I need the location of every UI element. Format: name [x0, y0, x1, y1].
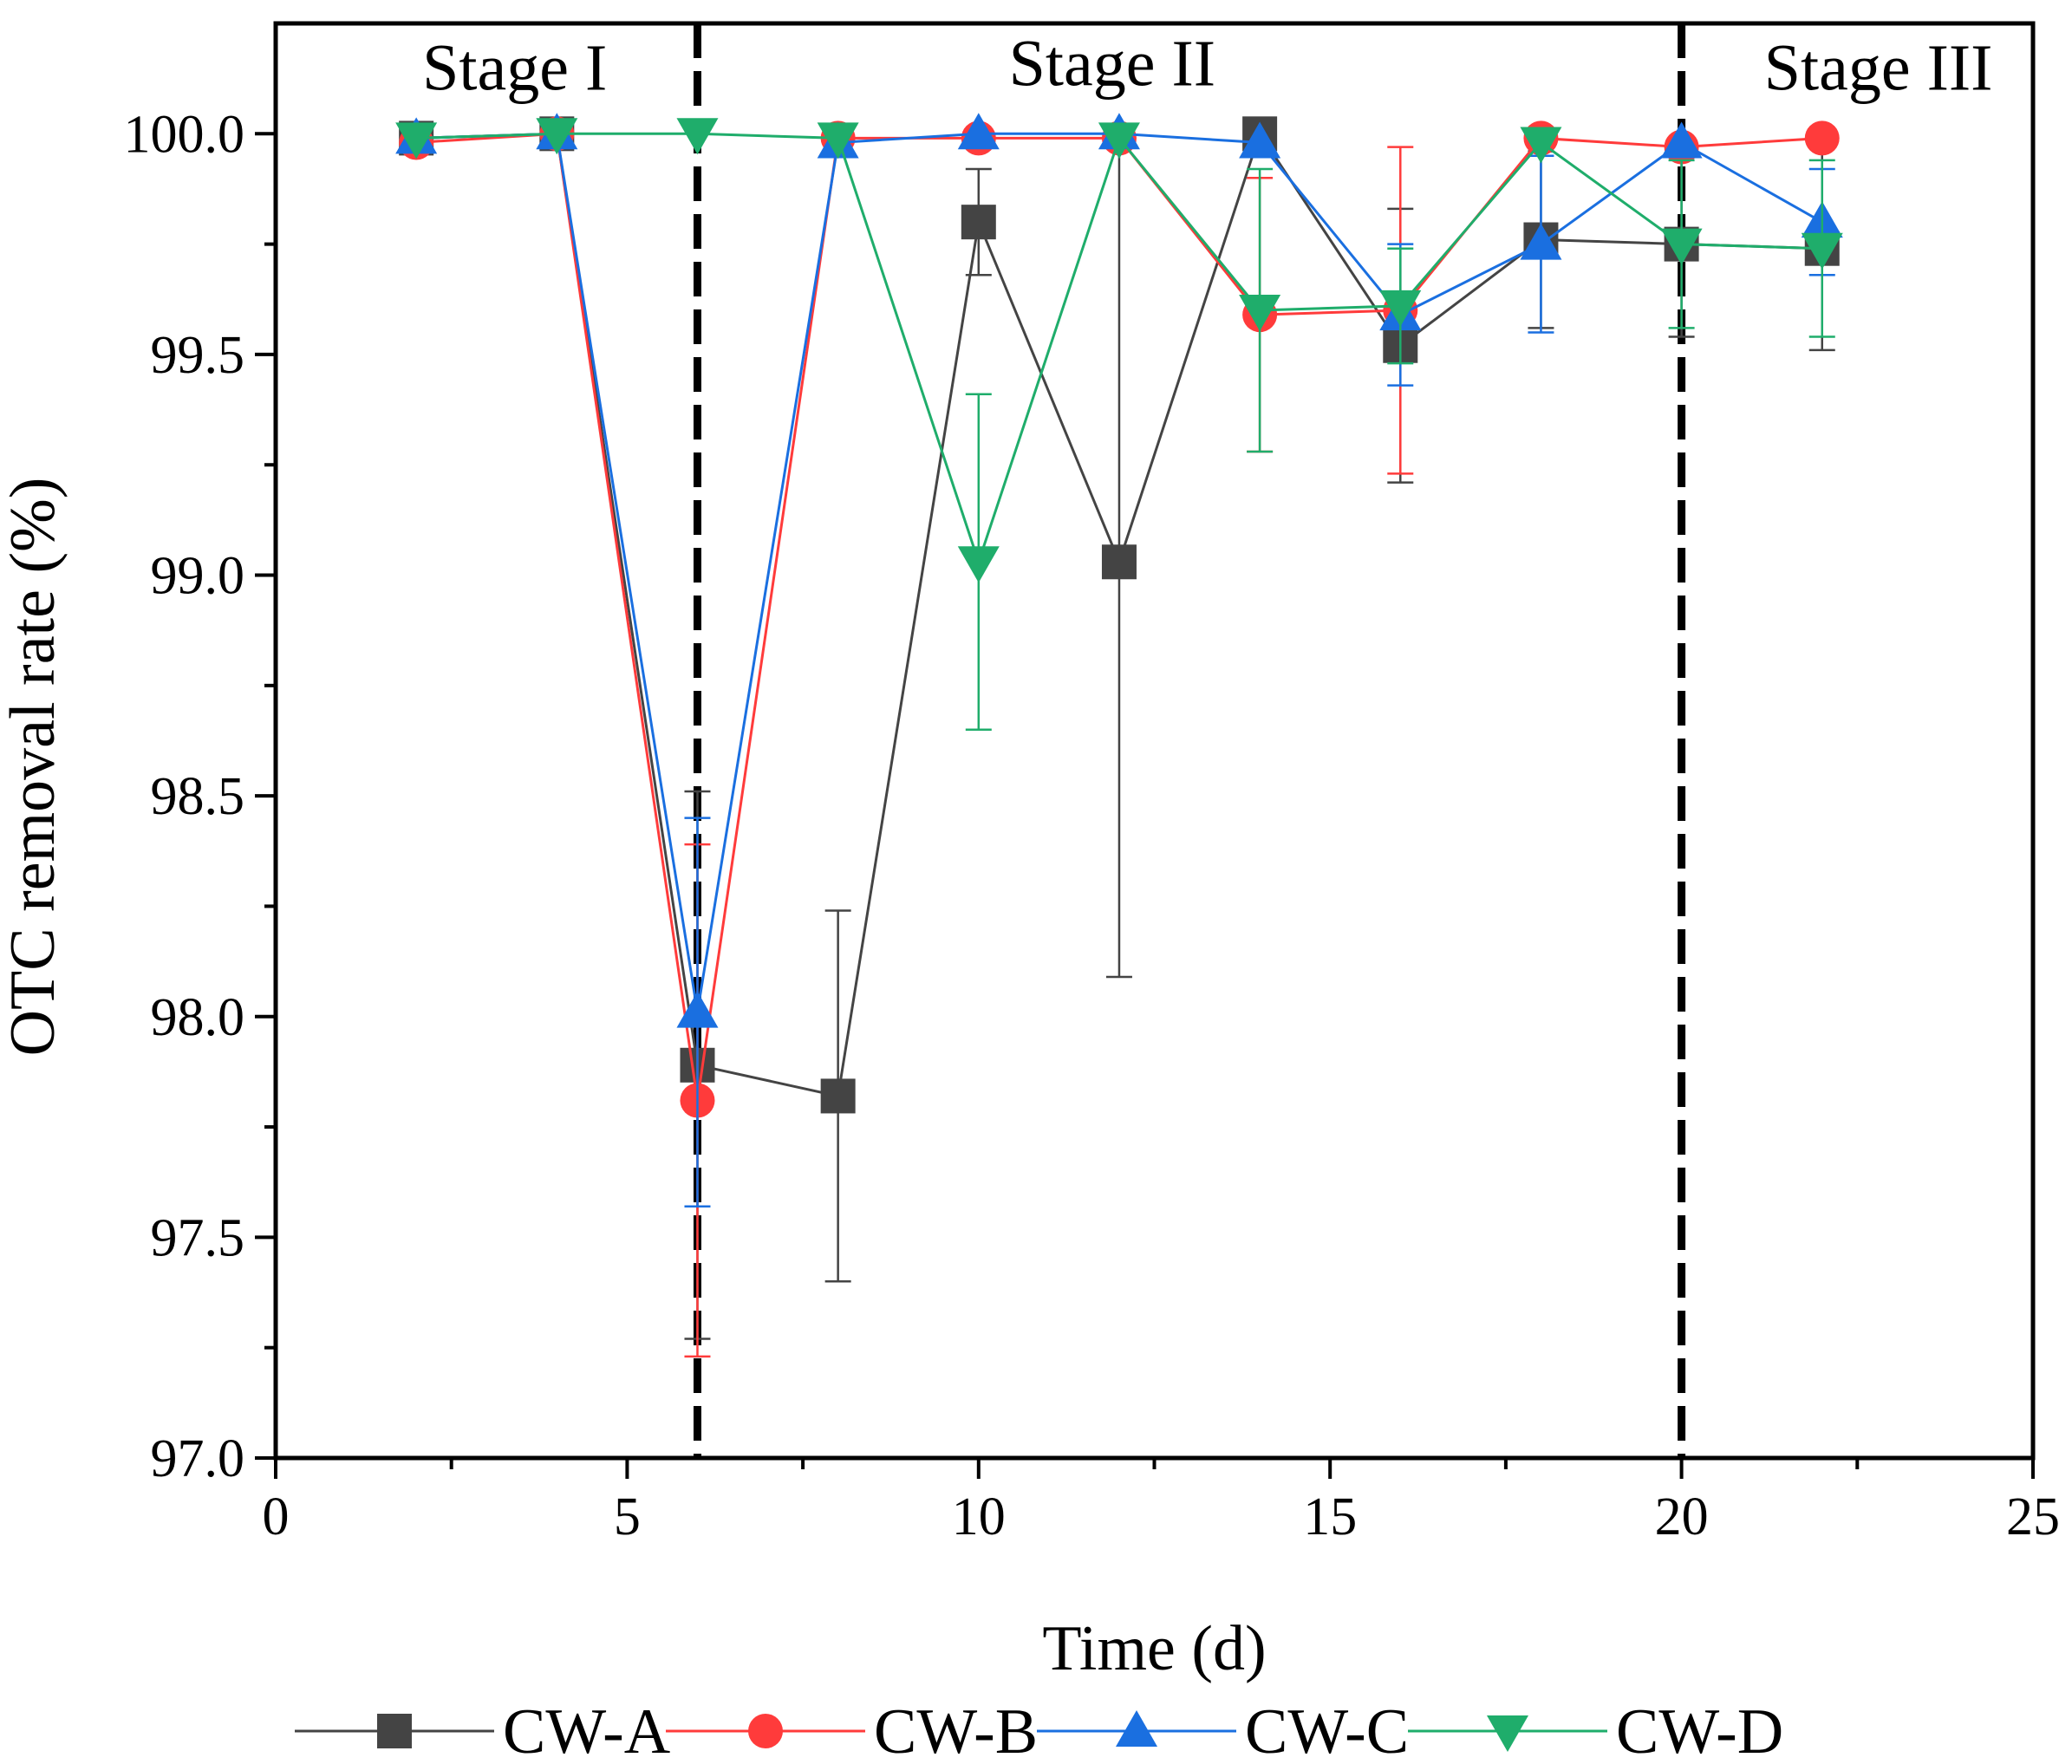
x-tick-label: 20 — [1655, 1487, 1709, 1546]
stage-label: Stage I — [422, 31, 607, 104]
data-point-cw-d — [817, 122, 859, 159]
legend-marker-cw-c — [1116, 1710, 1157, 1747]
data-point-cw-c — [1239, 121, 1281, 159]
x-tick-label: 0 — [263, 1487, 290, 1546]
stage-label: Stage II — [1009, 27, 1215, 100]
data-point-cw-c — [676, 991, 719, 1028]
plot-frame — [273, 21, 2036, 1461]
data-point-cw-a — [961, 205, 996, 240]
data-point-cw-d — [1379, 290, 1422, 327]
y-tick-label: 98.0 — [151, 988, 245, 1047]
y-axis-title: OTC removal rate (%) — [0, 478, 68, 1057]
data-series — [395, 113, 1843, 1358]
y-tick-label: 97.0 — [151, 1429, 245, 1488]
data-point-cw-d — [1098, 122, 1140, 159]
legend-label-cw-d: CW-D — [1616, 1696, 1783, 1764]
x-tick-label: 15 — [1303, 1487, 1357, 1546]
x-tick-label: 5 — [614, 1487, 641, 1546]
data-point-cw-d — [536, 118, 578, 155]
data-point-cw-d — [1520, 127, 1562, 164]
x-tick-label: 25 — [2006, 1487, 2060, 1546]
data-point-cw-a — [1101, 544, 1137, 580]
legend-label-cw-b: CW-B — [874, 1696, 1038, 1764]
x-axis-title: Time (d) — [1042, 1613, 1266, 1684]
y-tick-label: 100.0 — [124, 105, 245, 164]
data-point-cw-a — [820, 1078, 856, 1114]
stage-label: Stage III — [1764, 31, 1993, 104]
legend-marker-cw-d — [1487, 1715, 1528, 1752]
data-point-cw-c — [1660, 121, 1703, 159]
data-point-cw-d — [1801, 232, 1843, 270]
series-cw-d — [395, 118, 1843, 732]
y-tick-label: 97.5 — [151, 1208, 245, 1267]
x-tick-label: 10 — [952, 1487, 1006, 1546]
data-point-cw-d — [1239, 295, 1281, 331]
data-point-cw-c — [957, 113, 1000, 150]
legend-item-cw-d: CW-D — [1408, 1696, 1783, 1764]
tick-labels: 0 5 10 15 20 25 97.0 97.5 98.0 98.5 99.0 99.5 100.0 — [124, 105, 2061, 1546]
legend-item-cw-c: CW-C — [1037, 1696, 1409, 1764]
data-point-cw-d — [1660, 228, 1703, 265]
legend: CW-A CW-B CW-C CW-D — [295, 1696, 1783, 1764]
legend-marker-cw-a — [377, 1714, 412, 1748]
data-point-cw-d — [676, 118, 719, 155]
y-tick-label: 99.5 — [151, 326, 245, 385]
legend-marker-cw-b — [748, 1714, 783, 1748]
y-tick-label: 99.0 — [151, 547, 245, 606]
legend-item-cw-b: CW-B — [666, 1696, 1038, 1764]
data-point-cw-b — [1804, 120, 1840, 156]
data-point-cw-c — [1520, 223, 1562, 260]
data-point-cw-d — [957, 546, 1000, 583]
legend-item-cw-a: CW-A — [295, 1696, 670, 1764]
legend-label-cw-a: CW-A — [503, 1696, 670, 1764]
data-point-cw-d — [395, 122, 438, 159]
legend-label-cw-c: CW-C — [1245, 1696, 1409, 1764]
y-tick-label: 98.5 — [151, 767, 245, 826]
